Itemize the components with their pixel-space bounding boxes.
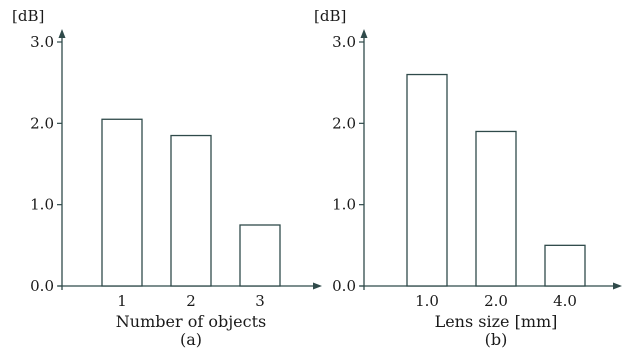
panel-label: (b) — [485, 330, 508, 349]
x-tick-label: 3 — [255, 292, 265, 310]
y-axis-label: [dB] — [12, 7, 44, 25]
x-axis-label: Lens size [mm] — [435, 312, 558, 331]
bar — [101, 118, 143, 287]
y-tick-label: 2.0 — [332, 114, 356, 132]
x-tick-label: 2.0 — [484, 292, 508, 310]
y-tick-label: 0.0 — [30, 277, 54, 295]
x-tick-label: 4.0 — [553, 292, 577, 310]
bar — [406, 73, 448, 287]
y-tick-label: 3.0 — [332, 33, 356, 51]
y-tick-label: 3.0 — [30, 33, 54, 51]
y-tick-label: 0.0 — [332, 277, 356, 295]
chart-panel-a: [dB] 0.0 1.0 2.0 3.0 1 2 3 Number of objects(a) — [12, 7, 322, 349]
bar — [170, 134, 212, 287]
bar — [475, 130, 517, 287]
y-tick-label: 1.0 — [332, 196, 356, 214]
x-tick-label: 1.0 — [415, 292, 439, 310]
x-axis-arrow — [613, 282, 622, 290]
y-axis-label: [dB] — [314, 7, 346, 25]
chart-panel-b: [dB] 0.0 1.0 2.0 3.0 1.0 2.0 4.0 Lens size [mm](… — [314, 7, 622, 349]
y-tick-label: 2.0 — [30, 114, 54, 132]
x-axis-label: Number of objects — [116, 312, 266, 331]
panel-label: (a) — [180, 330, 202, 349]
y-axis-arrow — [360, 29, 368, 38]
y-axis-arrow — [58, 29, 66, 38]
y-tick-label: 1.0 — [30, 196, 54, 214]
x-tick-label: 1 — [117, 292, 127, 310]
x-axis-arrow — [313, 282, 322, 290]
x-tick-label: 2 — [186, 292, 196, 310]
bar — [544, 244, 586, 287]
bar — [239, 224, 281, 287]
